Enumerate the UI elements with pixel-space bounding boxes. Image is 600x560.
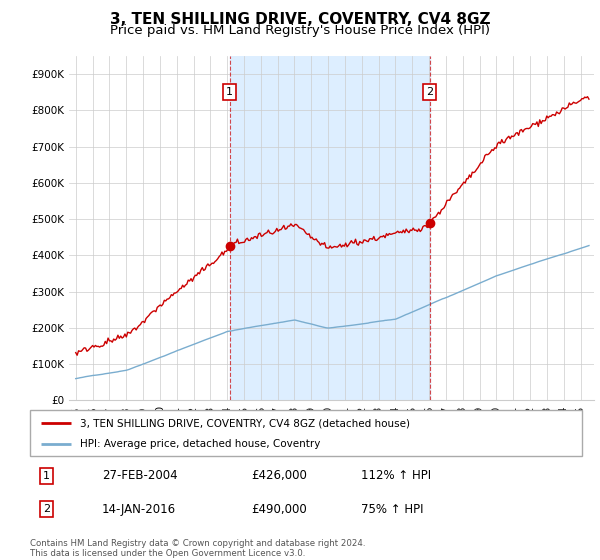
Text: 3, TEN SHILLING DRIVE, COVENTRY, CV4 8GZ (detached house): 3, TEN SHILLING DRIVE, COVENTRY, CV4 8GZ…: [80, 418, 410, 428]
Text: 27-FEB-2004: 27-FEB-2004: [102, 469, 178, 482]
FancyBboxPatch shape: [30, 410, 582, 456]
Text: 14-JAN-2016: 14-JAN-2016: [102, 502, 176, 516]
Text: 2: 2: [426, 87, 433, 97]
Text: 3, TEN SHILLING DRIVE, COVENTRY, CV4 8GZ: 3, TEN SHILLING DRIVE, COVENTRY, CV4 8GZ: [110, 12, 490, 27]
Text: Contains HM Land Registry data © Crown copyright and database right 2024.
This d: Contains HM Land Registry data © Crown c…: [30, 539, 365, 558]
Bar: [230, 56, 430, 400]
Text: 1: 1: [226, 87, 233, 97]
Text: 2: 2: [43, 504, 50, 514]
Text: 75% ↑ HPI: 75% ↑ HPI: [361, 502, 424, 516]
Text: 1: 1: [43, 471, 50, 481]
Text: HPI: Average price, detached house, Coventry: HPI: Average price, detached house, Cove…: [80, 440, 320, 450]
Text: Price paid vs. HM Land Registry's House Price Index (HPI): Price paid vs. HM Land Registry's House …: [110, 24, 490, 36]
Text: £490,000: £490,000: [251, 502, 307, 516]
Text: 112% ↑ HPI: 112% ↑ HPI: [361, 469, 431, 482]
Text: £426,000: £426,000: [251, 469, 307, 482]
